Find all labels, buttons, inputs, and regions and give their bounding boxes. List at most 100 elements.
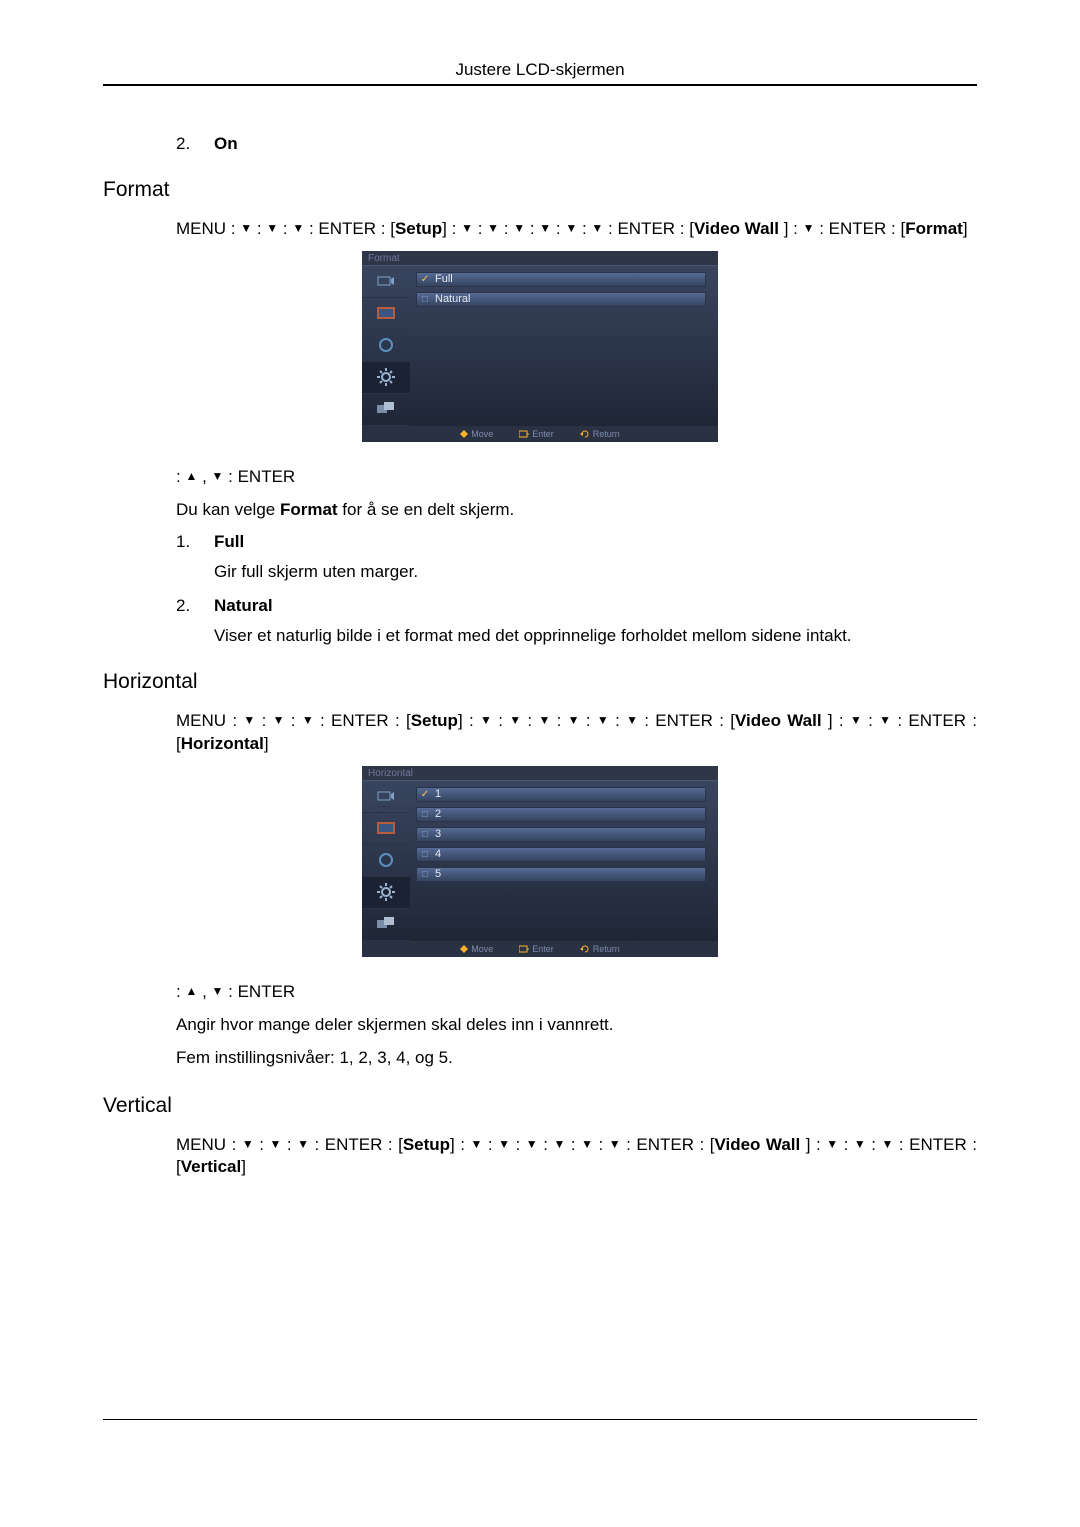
nav-text: : ENTER : [ [309,1135,403,1154]
check-icon: □ [417,869,433,880]
osd-icon-sound[interactable] [362,330,410,362]
osd-row-label: 2 [433,808,441,820]
nav-text: : [866,1135,882,1154]
nav-target: Format [905,219,963,238]
nav-target: Vertical [181,1157,242,1176]
desc-pre: Du kan velge [176,500,280,519]
osd-icon-setup[interactable] [362,362,410,394]
triangle-down-icon: ▼ [826,1136,838,1152]
heading-format: Format [103,178,977,202]
osd-row-natural[interactable]: □ Natural [416,292,706,307]
osd-row-3[interactable]: □3 [416,827,706,842]
check-icon: □ [417,294,433,305]
triangle-down-icon: ▼ [597,712,609,728]
osd-list: ✓ Full □ Natural [410,266,718,426]
triangle-down-icon: ▼ [882,1136,894,1152]
triangle-down-icon: ▼ [212,468,224,484]
nav-target: Horizontal [181,734,264,753]
osd-row-1[interactable]: ✓1 [416,787,706,802]
osd-row-label: Natural [433,293,470,305]
check-icon: □ [417,809,433,820]
triangle-down-icon: ▼ [487,220,499,236]
nav-videowall: Video Wall [714,1135,800,1154]
triangle-down-icon: ▼ [461,220,473,236]
triangle-down-icon: ▼ [297,1136,309,1152]
nav-enter: : ENTER [223,467,295,486]
osd-body: ✓ Full □ Natural [362,265,718,426]
nav-text: ] : [822,711,850,730]
nav-text: : ENTER : [ [603,219,694,238]
nav-text: ] : [458,711,480,730]
footer-rule [103,1419,977,1420]
osd-icon-multi[interactable] [362,394,410,426]
check-icon: □ [417,829,433,840]
nav-videowall: Video Wall [694,219,779,238]
nav-text: MENU : [176,711,243,730]
osd-icon-multi[interactable] [362,909,410,941]
nav-line-horizontal: MENU : ▼ : ▼ : ▼ : ENTER : [Setup] : ▼ :… [176,710,977,756]
osd-row-full[interactable]: ✓ Full [416,272,706,287]
list-num: 2. [176,596,214,646]
triangle-down-icon: ▼ [242,1136,254,1152]
nav-text: MENU : [176,219,240,238]
osd-row-2[interactable]: □2 [416,807,706,822]
nav-text: ] [241,1157,246,1176]
nav-text: ] [264,734,269,753]
triangle-down-icon: ▼ [581,1136,593,1152]
osd-row-label: 4 [433,848,441,860]
osd-footer-move: Move [460,429,493,439]
page-header: Justere LCD-skjermen [103,60,977,86]
triangle-down-icon: ▼ [609,1136,621,1152]
list-body: Viser et naturlig bilde i et format med … [214,626,977,646]
nav-text: ] : [800,1135,826,1154]
osd-icon-picture[interactable] [362,813,410,845]
heading-vertical: Vertical [103,1094,977,1118]
osd-icon-setup[interactable] [362,877,410,909]
triangle-down-icon: ▼ [526,1136,538,1152]
nav-text: ] : [450,1135,470,1154]
osd-icon-picture[interactable] [362,298,410,330]
triangle-down-icon: ▼ [513,220,525,236]
triangle-up-icon: ▲ [185,468,197,484]
osd-row-4[interactable]: □4 [416,847,706,862]
heading-horizontal: Horizontal [103,670,977,694]
triangle-down-icon: ▼ [240,220,252,236]
osd-row-label: Full [433,273,453,285]
nav-text: : ENTER : [ [304,219,395,238]
osd-icon-sound[interactable] [362,845,410,877]
nav-line-format: MENU : ▼ : ▼ : ▼ : ENTER : [Setup] : ▼ :… [176,218,977,241]
nav-videowall: Video Wall [735,711,822,730]
osd-row-5[interactable]: □5 [416,867,706,882]
nav-text: ] : [442,219,461,238]
triangle-down-icon: ▼ [292,220,304,236]
nav-line-2h: : ▲ , ▼ : ENTER [176,981,977,1004]
osd-icon-input[interactable] [362,266,410,298]
nav-line-vertical: MENU : ▼ : ▼ : ▼ : ENTER : [Setup] : ▼ :… [176,1134,977,1180]
triangle-down-icon: ▼ [302,712,314,728]
osd-footer-return: Return [580,429,620,439]
check-icon: ✓ [417,274,433,285]
nav-text: : ENTER : [ [815,219,906,238]
triangle-up-icon: ▲ [185,983,197,999]
nav-text: ] : [779,219,803,238]
triangle-down-icon: ▼ [565,220,577,236]
osd-icon-input[interactable] [362,781,410,813]
list-num: 2. [176,134,214,154]
triangle-down-icon: ▼ [266,220,278,236]
format-desc: Du kan velge Format for å se en delt skj… [176,499,977,522]
triangle-down-icon: ▼ [471,1136,483,1152]
nav-text: : ENTER : [ [621,1135,715,1154]
check-icon: □ [417,849,433,860]
list-num: 1. [176,532,214,582]
list-label: Natural [214,596,977,616]
osd-footer-return: Return [580,944,620,954]
osd-footer-enter: Enter [519,429,554,439]
desc-post: for å se en delt skjerm. [338,500,515,519]
osd-sidebar [362,266,410,426]
osd-title: Format [362,251,718,265]
horizontal-desc2: Fem instillingsnivåer: 1, 2, 3, 4, og 5. [176,1047,977,1070]
nav-setup: Setup [403,1135,450,1154]
triangle-down-icon: ▼ [212,983,224,999]
triangle-down-icon: ▼ [626,712,638,728]
osd-footer: Move Enter Return [362,426,718,442]
